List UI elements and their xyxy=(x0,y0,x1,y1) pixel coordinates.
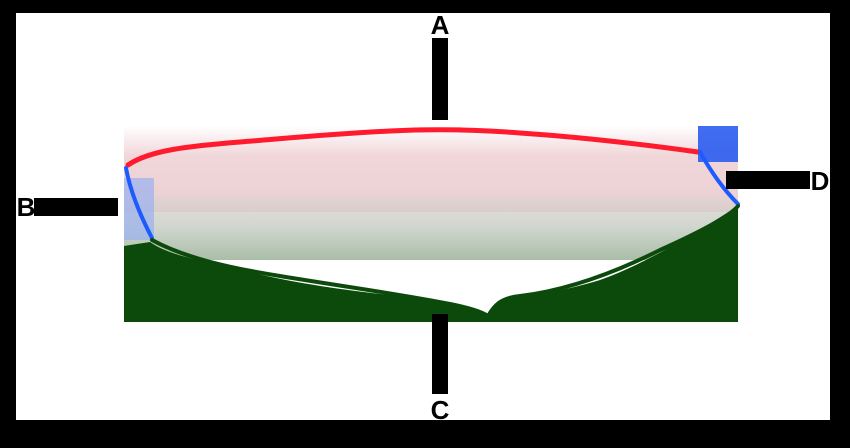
label-right: D xyxy=(811,166,830,196)
bottom-axis-segment xyxy=(432,314,448,394)
label-bottom: C xyxy=(431,395,450,425)
bottom-fill-region xyxy=(124,206,738,322)
top-curve xyxy=(125,127,701,168)
left-side-curve xyxy=(124,166,154,240)
top-axis-segment xyxy=(432,38,448,120)
left-pointer-bar xyxy=(34,198,118,216)
right-blue-patch xyxy=(698,126,738,162)
mid-band xyxy=(124,196,738,260)
right-pointer-bar xyxy=(726,171,810,189)
right-side-curve xyxy=(698,150,740,206)
label-left: B xyxy=(17,192,36,222)
label-top: A xyxy=(431,10,450,40)
bottom-curve xyxy=(150,204,740,319)
